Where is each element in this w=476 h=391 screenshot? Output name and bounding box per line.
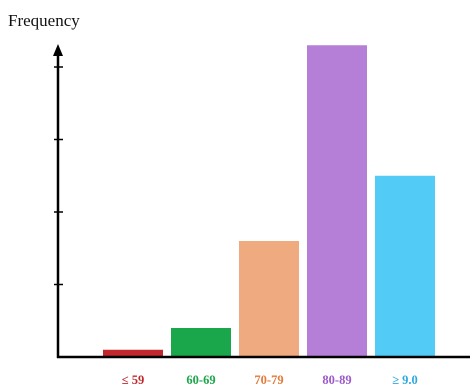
bar-4 <box>375 175 435 357</box>
bar-1 <box>171 328 231 357</box>
x-category-label-3: 80-89 <box>322 373 351 387</box>
bar-2 <box>239 241 299 357</box>
bar-0 <box>103 349 163 357</box>
x-category-label-1: 60-69 <box>186 373 215 387</box>
bar-3 <box>307 45 367 357</box>
x-category-label-2: 70-79 <box>254 373 283 387</box>
x-category-label-4: ≥ 9.0 <box>392 373 418 387</box>
y-axis-arrow <box>53 44 63 56</box>
y-axis-label: Frequency <box>8 11 80 30</box>
x-category-label-0: ≤ 59 <box>122 373 145 387</box>
